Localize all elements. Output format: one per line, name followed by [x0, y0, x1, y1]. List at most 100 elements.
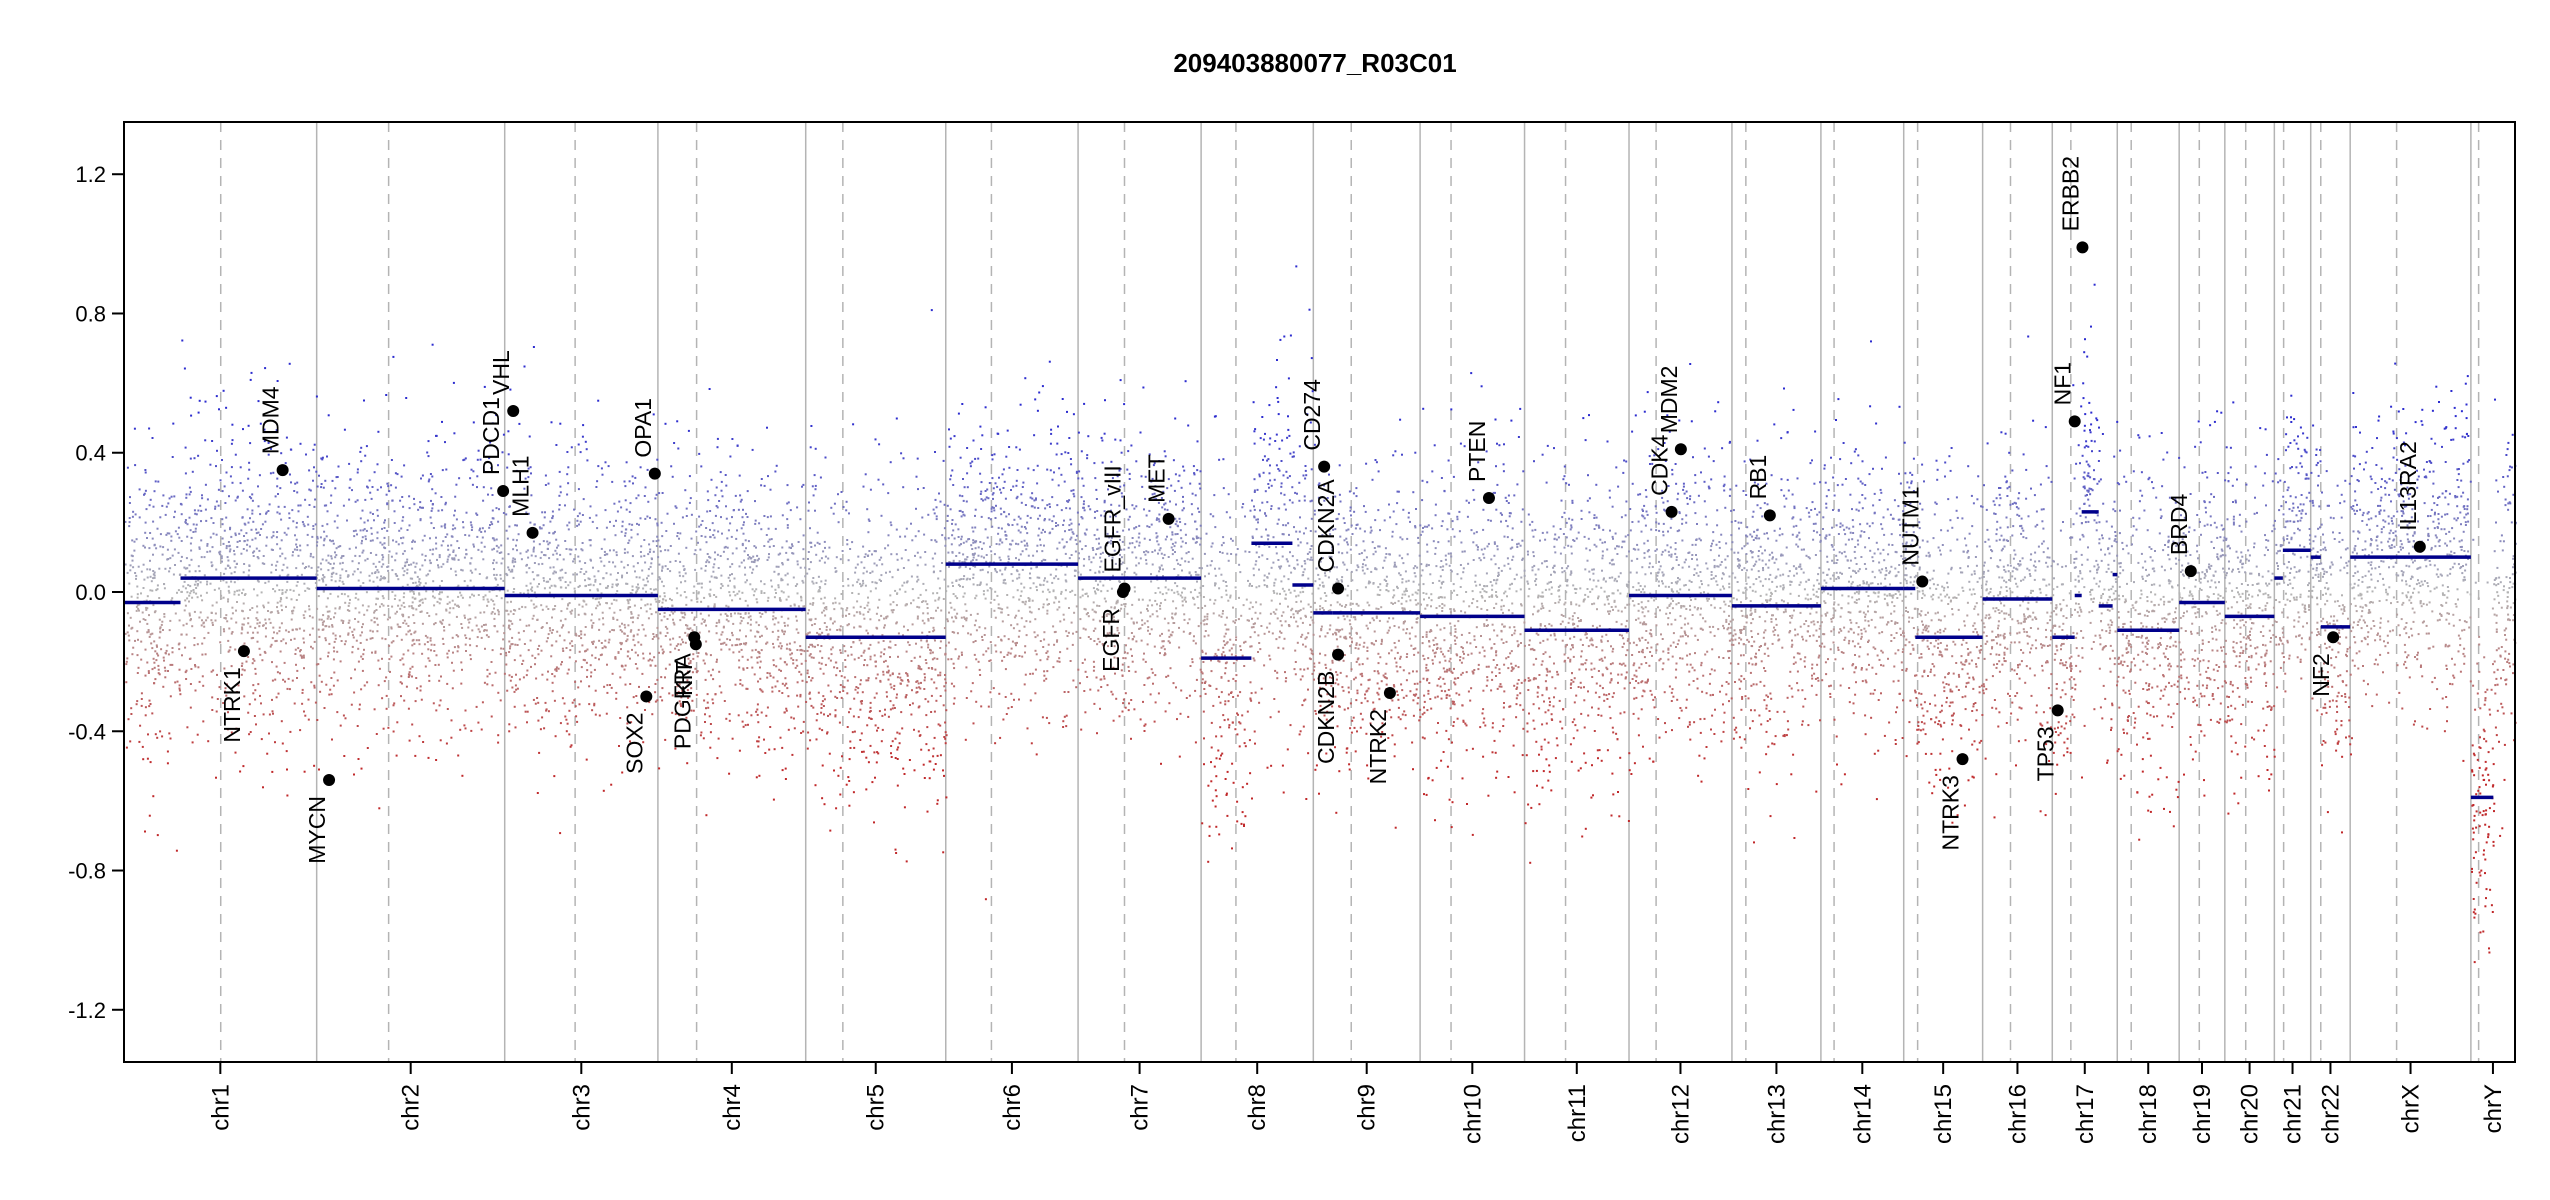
probe-point [144, 706, 147, 709]
probe-point [128, 521, 131, 524]
probe-point [700, 731, 703, 734]
probe-point [231, 612, 234, 615]
probe-point [1000, 611, 1003, 614]
probe-point [655, 493, 658, 496]
probe-point [547, 633, 550, 636]
probe-point [834, 597, 837, 600]
probe-point [441, 420, 443, 423]
probe-point [135, 577, 137, 580]
probe-point [894, 848, 897, 851]
probe-point [820, 711, 823, 714]
probe-point [293, 490, 296, 492]
probe-point [566, 722, 569, 725]
probe-point [248, 733, 251, 736]
probe-point [379, 605, 381, 608]
probe-point [156, 645, 158, 648]
probe-point [900, 452, 903, 455]
probe-point [319, 562, 322, 565]
probe-point [457, 605, 460, 608]
probe-point [780, 669, 782, 672]
probe-point [663, 612, 666, 614]
probe-point [293, 637, 296, 640]
probe-point [566, 473, 569, 476]
probe-point [1016, 495, 1019, 498]
probe-point [401, 567, 404, 570]
probe-point [698, 631, 701, 634]
probe-point [791, 545, 794, 548]
probe-point [817, 691, 820, 694]
probe-point [937, 577, 940, 580]
probe-point [470, 524, 473, 527]
probe-point [354, 529, 357, 532]
probe-point [816, 644, 819, 647]
probe-point [267, 510, 270, 512]
probe-point [356, 725, 359, 727]
probe-point [553, 596, 555, 599]
probe-point [286, 580, 289, 583]
probe-point [282, 563, 285, 566]
probe-point [138, 603, 141, 606]
probe-point [773, 623, 776, 626]
probe-point [987, 571, 989, 574]
probe-point [859, 612, 862, 615]
probe-point [538, 583, 540, 585]
probe-point [944, 737, 947, 740]
probe-point [755, 588, 758, 591]
probe-point [271, 679, 274, 682]
probe-point [362, 623, 364, 626]
probe-point [756, 559, 759, 562]
probe-point [147, 733, 149, 736]
probe-point [625, 508, 628, 511]
probe-point [128, 517, 131, 519]
probe-point [148, 699, 151, 702]
probe-point [196, 596, 199, 599]
probe-point [895, 417, 898, 420]
probe-point [781, 769, 784, 772]
probe-point [151, 589, 154, 592]
probe-point [357, 562, 360, 565]
probe-point [126, 612, 129, 615]
probe-point [276, 632, 279, 635]
probe-point [180, 555, 183, 558]
probe-point [903, 581, 906, 584]
probe-point [351, 651, 354, 654]
probe-point [136, 630, 139, 633]
probe-point [234, 751, 237, 754]
probe-point [1065, 541, 1068, 544]
probe-point [1056, 442, 1059, 445]
probe-point [330, 555, 333, 558]
probe-point [619, 641, 622, 644]
probe-point [318, 579, 321, 582]
probe-point [905, 694, 908, 696]
probe-point [992, 687, 995, 690]
probe-point [360, 655, 363, 658]
probe-point [956, 632, 959, 635]
probe-point [391, 605, 394, 608]
probe-point [215, 568, 218, 571]
probe-point [358, 708, 361, 711]
probe-point [970, 544, 973, 547]
probe-point [375, 597, 378, 600]
probe-point [822, 705, 825, 707]
probe-point [295, 663, 297, 666]
probe-point [765, 534, 768, 536]
probe-point [636, 633, 639, 636]
probe-point [777, 635, 780, 638]
probe-point [846, 692, 849, 695]
probe-point [468, 637, 471, 640]
probe-point [720, 648, 723, 651]
probe-point [515, 544, 517, 547]
probe-point [933, 512, 936, 515]
probe-point [991, 493, 994, 496]
probe-point [309, 552, 312, 555]
probe-point [288, 517, 291, 519]
probe-point [249, 731, 252, 733]
probe-point [408, 673, 411, 676]
probe-point [185, 678, 188, 680]
probe-point [729, 638, 731, 641]
probe-point [834, 601, 837, 604]
probe-point [316, 537, 319, 540]
probe-point [672, 621, 675, 624]
probe-point [718, 638, 721, 641]
probe-point [428, 659, 431, 662]
